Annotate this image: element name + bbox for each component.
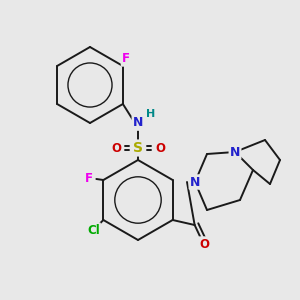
Text: H: H [146,109,156,119]
Text: O: O [200,238,210,250]
Text: F: F [85,172,93,184]
Text: O: O [155,142,165,154]
Text: Cl: Cl [87,224,100,236]
Text: N: N [230,146,240,158]
Text: F: F [122,52,130,65]
Text: N: N [190,176,200,188]
Text: S: S [133,141,143,155]
Text: N: N [133,116,143,130]
Text: O: O [111,142,121,154]
